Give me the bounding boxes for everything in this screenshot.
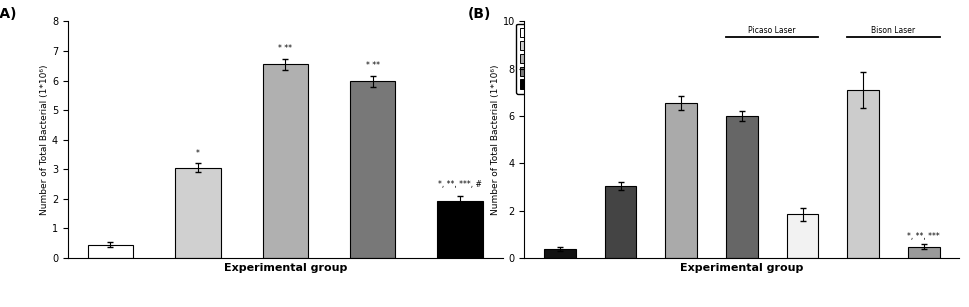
Bar — [350, 81, 395, 258]
Text: * **: * ** — [365, 61, 380, 70]
Bar — [726, 116, 758, 258]
Text: (B): (B) — [468, 7, 491, 21]
Legend: Control, SLA-TS, Peri-implantitis, Laser Tx-Before, Laser Tx-After: Control, SLA-TS, Peri-implantitis, Laser… — [516, 24, 616, 94]
Y-axis label: Number of Total Bacterial (1*10⁶): Number of Total Bacterial (1*10⁶) — [490, 64, 500, 215]
Bar — [175, 168, 221, 258]
Bar — [847, 90, 879, 258]
Bar — [263, 64, 308, 258]
Text: *, **, ***: *, **, *** — [907, 232, 940, 241]
X-axis label: Experimental group: Experimental group — [224, 263, 347, 274]
Bar — [787, 214, 818, 258]
Bar — [666, 103, 697, 258]
Bar — [545, 249, 576, 258]
Text: (A): (A) — [0, 7, 17, 21]
Text: Bison Laser: Bison Laser — [871, 26, 916, 35]
X-axis label: Experimental group: Experimental group — [680, 263, 803, 274]
Text: *: * — [196, 149, 200, 158]
Y-axis label: Number of Total Bacterial (1*10⁶): Number of Total Bacterial (1*10⁶) — [40, 64, 49, 215]
Bar — [605, 186, 637, 258]
Bar — [908, 247, 940, 258]
Bar — [437, 201, 483, 258]
Text: * **: * ** — [278, 44, 293, 52]
Text: Picaso Laser: Picaso Laser — [748, 26, 796, 35]
Text: *, **, ***, #: *, **, ***, # — [438, 180, 483, 189]
Bar — [87, 245, 133, 258]
